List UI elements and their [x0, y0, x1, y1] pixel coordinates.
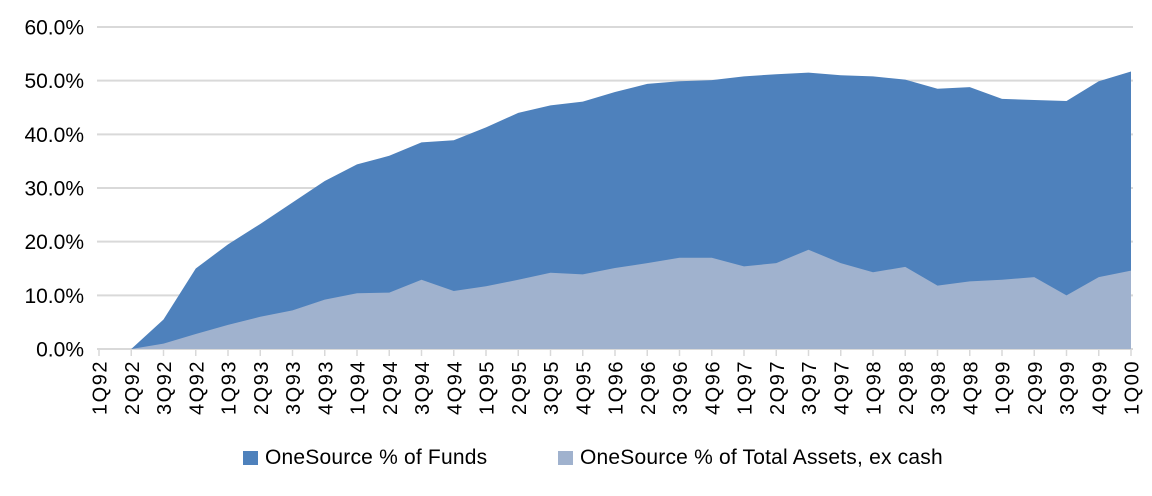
legend-label-funds: OneSource % of Funds — [265, 446, 488, 469]
x-tick-label: 3Q94 — [412, 360, 434, 415]
x-tick-label: 2Q95 — [509, 360, 531, 415]
area-series-1 — [99, 249, 1131, 349]
x-tick-label: 1Q95 — [477, 360, 499, 415]
x-tick-label: 2Q92 — [122, 360, 144, 415]
x-tick-label: 2Q96 — [638, 360, 660, 415]
x-tick-label: 2Q93 — [251, 360, 273, 415]
x-tick-label: 1Q92 — [90, 360, 112, 415]
legend-swatch-funds-icon — [243, 451, 258, 465]
x-tick-label: 1Q97 — [735, 360, 757, 415]
x-tick-label: 4Q92 — [186, 360, 208, 415]
x-tick-label: 1Q96 — [606, 360, 628, 415]
y-tick-label: 50.0% — [24, 70, 84, 93]
x-tick-label: 3Q95 — [541, 360, 563, 415]
y-tick-label: 60.0% — [24, 17, 84, 40]
x-tick-label: 2Q99 — [1025, 360, 1047, 415]
x-tick-label: 3Q96 — [670, 360, 692, 415]
x-tick-label: 3Q99 — [1057, 360, 1079, 415]
x-tick-label: 4Q94 — [444, 360, 466, 415]
x-tick-label: 1Q98 — [864, 360, 886, 415]
legend-swatch-assets-icon — [558, 451, 573, 465]
x-tick-label: 3Q92 — [154, 360, 176, 415]
y-tick-label: 40.0% — [24, 124, 84, 147]
y-tick-label: 20.0% — [24, 231, 84, 254]
x-tick-label: 4Q96 — [702, 360, 724, 415]
y-tick-label: 0.0% — [36, 339, 84, 362]
x-tick-label: 3Q93 — [283, 360, 305, 415]
area-chart: 0.0% 10.0% 20.0% 30.0% 40.0% 50.0% 60.0% 1Q92 2Q… — [24, 17, 1144, 415]
x-tick-label: 2Q98 — [896, 360, 918, 415]
legend: OneSource % of Funds OneSource % of Tota… — [0, 444, 1152, 472]
x-tick-label: 3Q98 — [928, 360, 950, 415]
x-tick-label: 4Q98 — [960, 360, 982, 415]
x-tick-label: 4Q99 — [1089, 360, 1111, 415]
x-tick-label: 1Q94 — [348, 360, 370, 415]
x-axis-labels: 1Q92 2Q92 3Q92 4Q92 1Q93 2Q93 3Q93 4Q93 1Q94 2Q94… — [90, 360, 1144, 415]
x-tick-label: 4Q97 — [831, 360, 853, 415]
x-tick-label: 4Q93 — [315, 360, 337, 415]
x-tick-label: 2Q94 — [380, 360, 402, 415]
y-tick-label: 30.0% — [24, 178, 84, 201]
legend-item-funds: OneSource % of Funds — [243, 444, 487, 472]
x-axis-ticks — [98, 349, 1132, 356]
y-axis-labels: 0.0% 10.0% 20.0% 30.0% 40.0% 50.0% 60.0% — [24, 17, 84, 362]
legend-item-assets: OneSource % of Total Assets, ex cash — [558, 444, 943, 472]
x-tick-label: 1Q93 — [219, 360, 241, 415]
legend-label-assets: OneSource % of Total Assets, ex cash — [580, 446, 943, 469]
x-tick-label: 4Q95 — [573, 360, 595, 415]
y-tick-label: 10.0% — [24, 285, 84, 308]
x-tick-label: 2Q97 — [767, 360, 789, 415]
x-tick-label: 1Q99 — [993, 360, 1015, 415]
x-tick-label: 3Q97 — [799, 360, 821, 415]
series-areas — [99, 71, 1131, 349]
x-tick-label: 1Q00 — [1122, 360, 1144, 415]
